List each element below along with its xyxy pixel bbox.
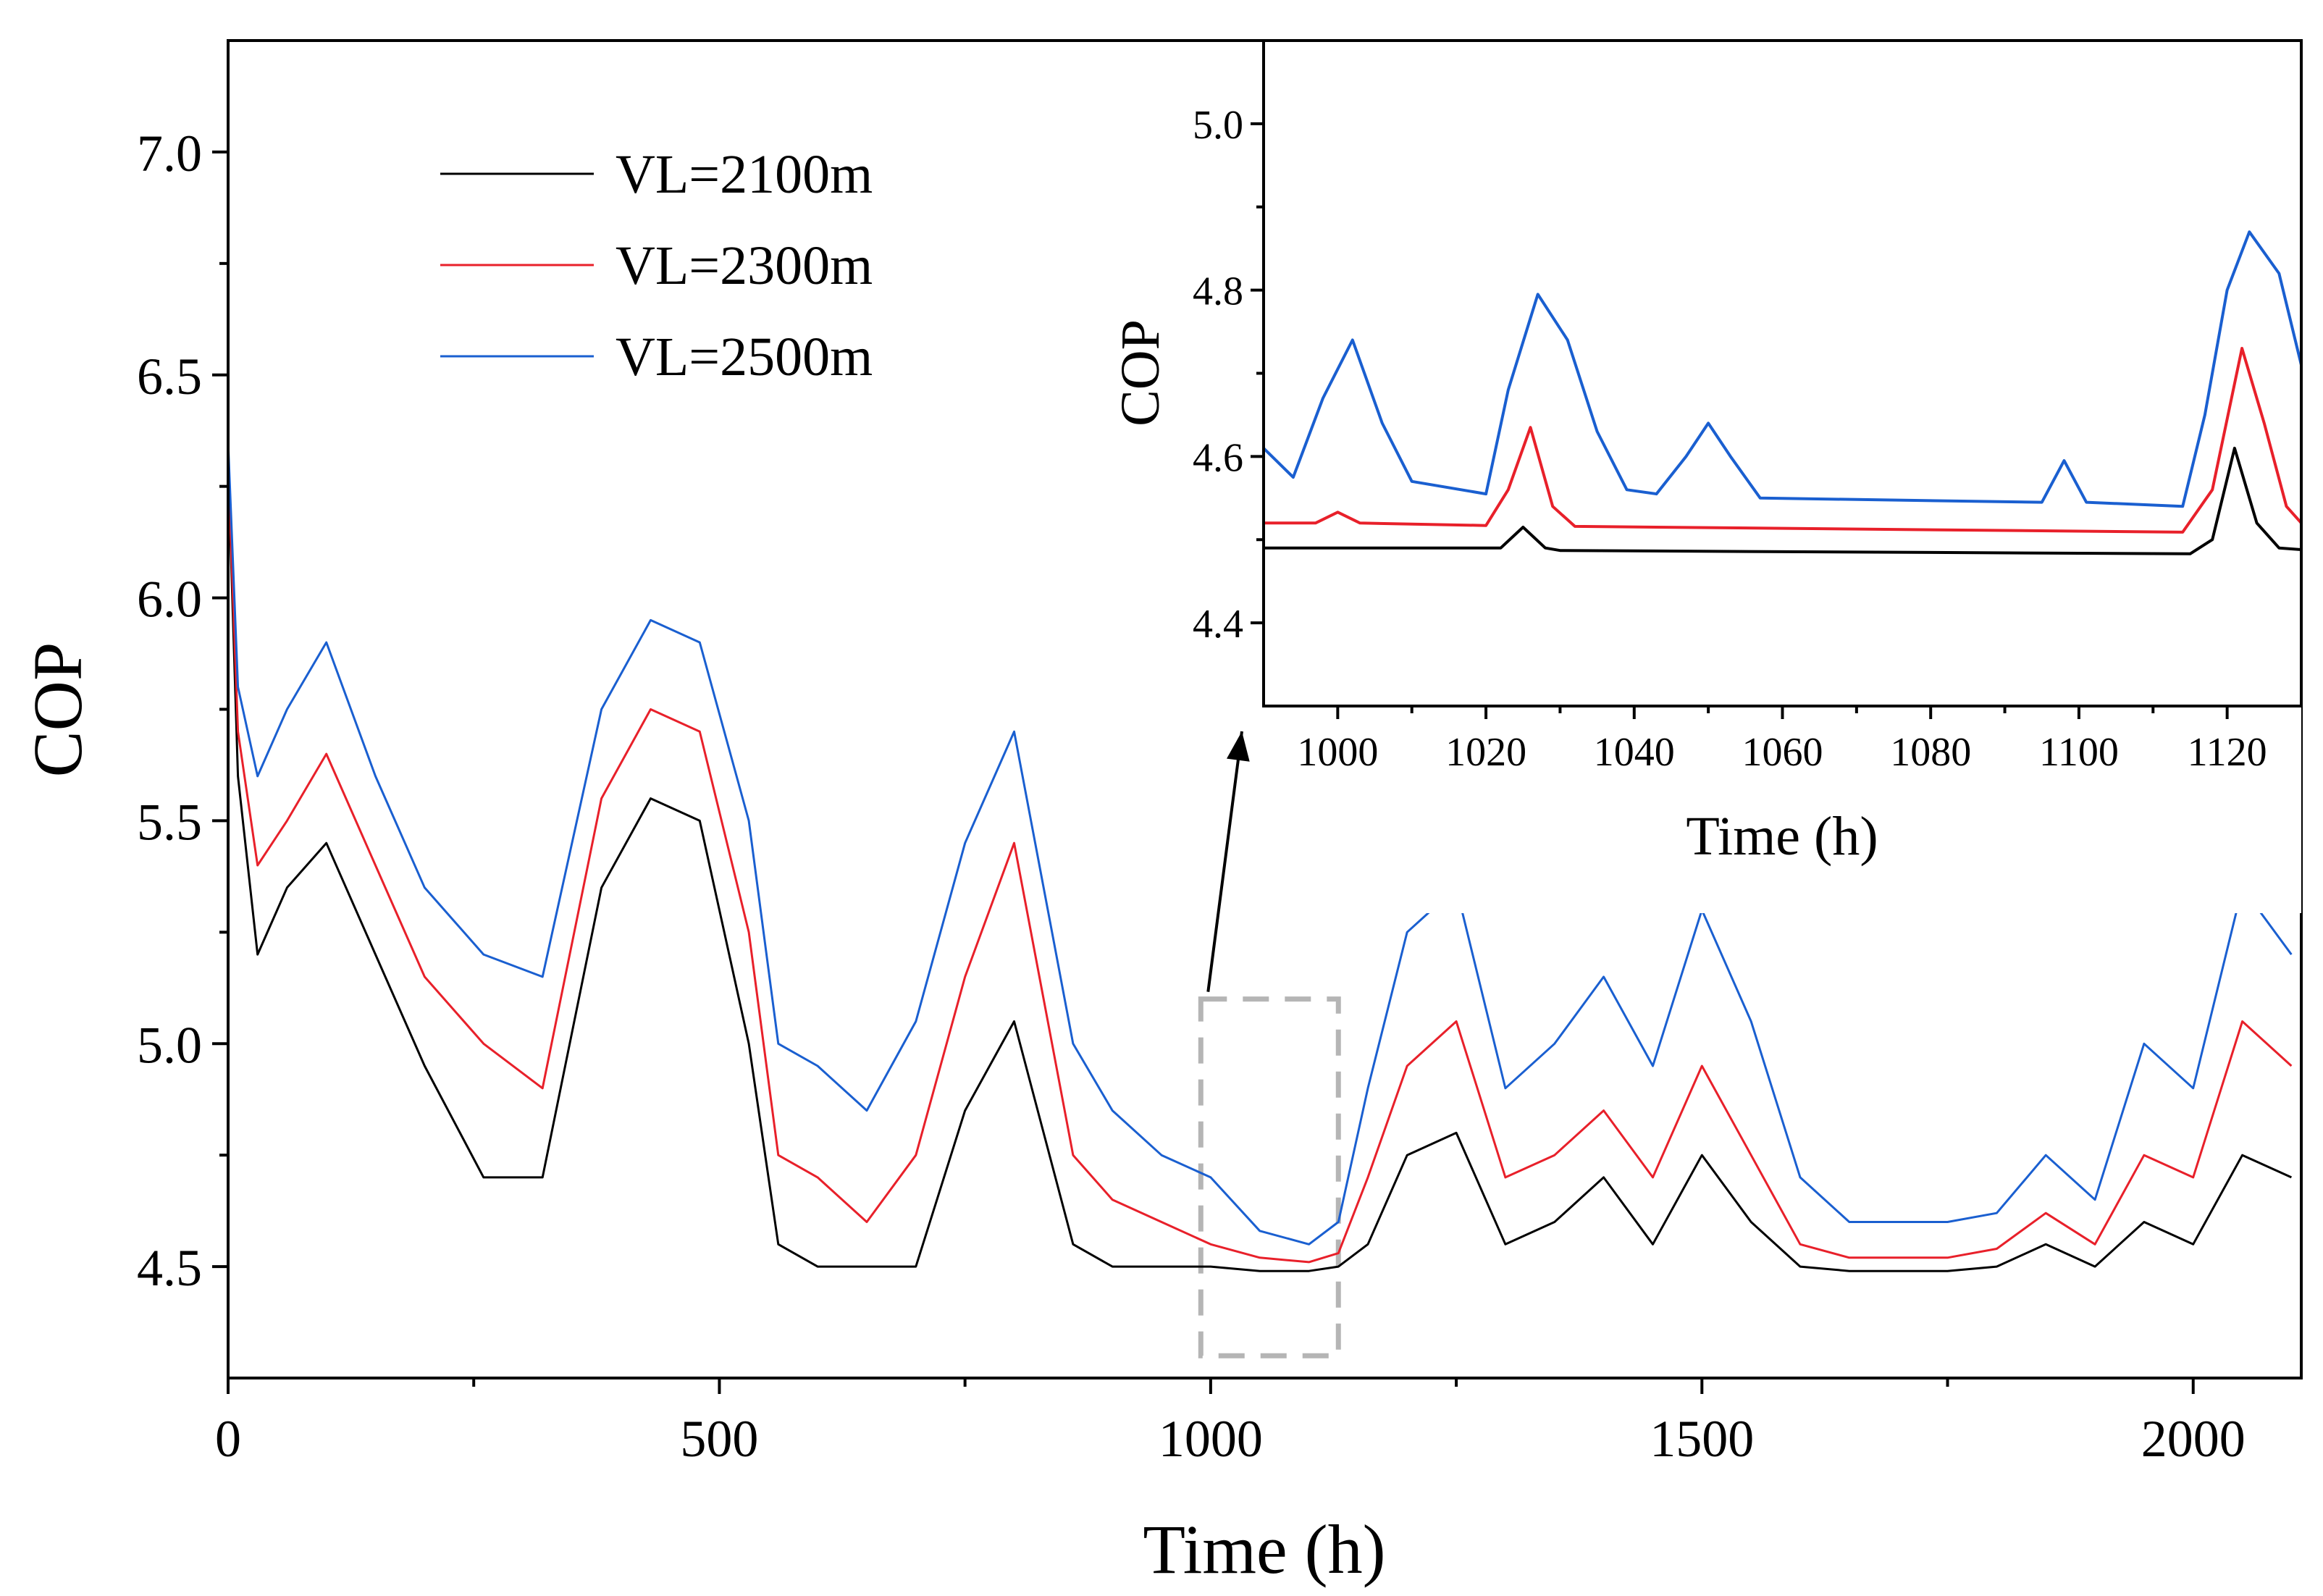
y-tick-label: 6.5 <box>137 348 202 406</box>
zoom-arrow <box>1206 731 1250 992</box>
inset-y-axis-title: COP <box>1110 319 1171 427</box>
zoom-box-layer <box>1198 996 1341 1358</box>
x-tick-label: 2000 <box>2141 1410 2246 1468</box>
y-tick-label: 5.5 <box>137 793 202 851</box>
inset-series-line-vl-2100m <box>1264 446 2302 555</box>
y-tick-label: 4.5 <box>137 1239 202 1297</box>
series-line-vl-2300m <box>227 463 2293 1264</box>
main-plot: 0 500 1000 1500 2000 4.5 5.0 5.5 6.0 6.5 7.0 Time … <box>19 39 2303 1588</box>
legend-label: VL=2100m <box>616 144 873 205</box>
legend-label: VL=2500m <box>616 327 873 387</box>
inset-x-tick-label: 1020 <box>1445 730 1526 775</box>
inset-series-line-vl-2300m <box>1264 347 2303 534</box>
main-x-axis-title: Time (h) <box>1143 1511 1385 1588</box>
inset-series-layer <box>1262 230 2303 555</box>
x-tick-label: 0 <box>215 1410 241 1468</box>
zoom-box <box>1198 996 1341 1358</box>
arrow-head <box>1226 731 1250 762</box>
main-y-axis-title: COP <box>19 642 96 778</box>
y-tick-label: 5.0 <box>137 1016 202 1074</box>
series-line-vl-2100m <box>227 463 2293 1272</box>
inset-x-tick-label: 1060 <box>1742 730 1823 775</box>
arrow-shaft <box>1206 731 1243 992</box>
main-axis-ticks: 0 500 1000 1500 2000 4.5 5.0 5.5 6.0 6.5 7.0 <box>137 125 2246 1468</box>
legend-label: VL=2300m <box>616 235 873 296</box>
x-tick-label: 1500 <box>1650 1410 1754 1468</box>
inset-y-tick-label: 4.4 <box>1193 602 1243 647</box>
inset-x-tick-label: 1100 <box>2039 730 2119 775</box>
series-line-vl-2500m <box>227 442 2293 1246</box>
inset-series-line-vl-2500m <box>1262 230 2303 508</box>
inset-x-axis-title: Time (h) <box>1686 806 1878 867</box>
x-tick-label: 500 <box>680 1410 758 1468</box>
legend: VL=2100m VL=2300m VL=2500m <box>440 144 873 387</box>
inset-background <box>1264 41 2301 913</box>
inset-plot: 1000 1020 1040 1060 1080 1100 1120 4.4 4.6 4.8 5.0… <box>1110 39 2303 913</box>
y-tick-label: 7.0 <box>137 125 202 182</box>
inset-y-tick-label: 4.8 <box>1193 269 1243 314</box>
inset-y-tick-label: 4.6 <box>1193 435 1243 480</box>
inset-axis-ticks: 1000 1020 1040 1060 1080 1100 1120 4.4 4.6 4.8 5.0 <box>1193 103 2267 775</box>
inset-y-tick-label: 5.0 <box>1193 103 1243 148</box>
inset-x-tick-label: 1040 <box>1594 730 1675 775</box>
x-tick-label: 1000 <box>1159 1410 1263 1468</box>
inset-x-tick-label: 1000 <box>1297 730 1378 775</box>
inset-x-tick-label: 1080 <box>1890 730 1971 775</box>
main-series-layer <box>227 442 2293 1272</box>
y-tick-label: 6.0 <box>137 571 202 629</box>
inset-x-tick-label: 1120 <box>2188 730 2267 775</box>
